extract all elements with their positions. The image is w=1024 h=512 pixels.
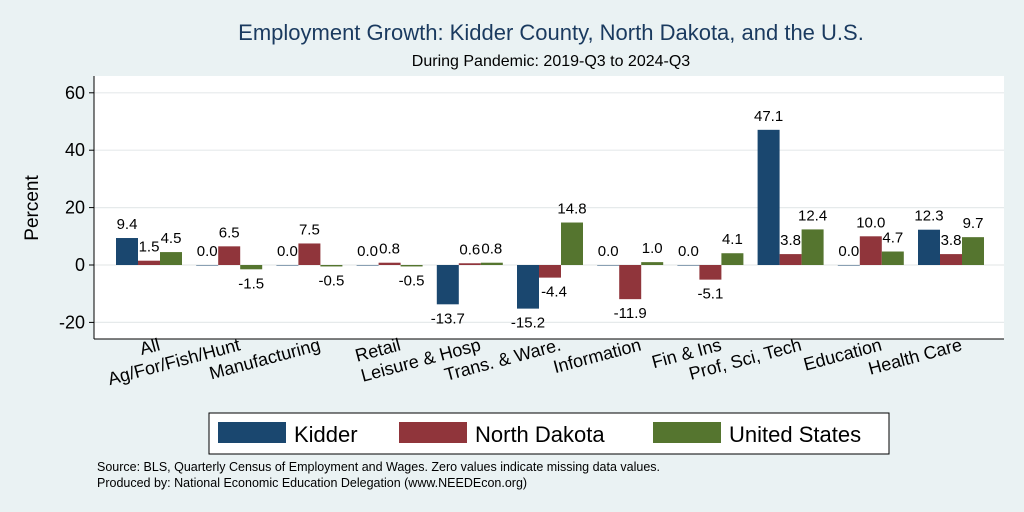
data-label: 0.6 [459,241,480,258]
y-tick-label: 0 [75,255,85,275]
bar [436,265,459,305]
data-label: 0.8 [379,241,400,258]
bar [196,265,219,266]
data-label: 0.0 [197,243,218,260]
y-tick-label: 20 [65,198,85,218]
data-label: -15.2 [511,315,545,332]
data-label: -5.1 [697,286,723,303]
data-label: 1.0 [642,240,663,257]
bar [801,229,824,265]
chart-subtitle: During Pandemic: 2019-Q3 to 2024-Q3 [412,53,690,70]
bar [480,262,503,265]
data-label: 14.8 [557,201,586,218]
data-label: 0.8 [481,241,502,258]
bar [699,265,722,280]
bar [240,265,263,270]
data-label: 12.3 [914,208,943,225]
bar [881,251,904,265]
data-label: -13.7 [431,310,465,327]
bar [619,265,642,300]
data-label: 0.0 [678,243,699,260]
legend-swatch [218,422,286,443]
legend-swatch [653,422,721,443]
source-line-2: Produced by: National Economic Education… [97,476,527,490]
data-label: 0.0 [838,243,859,260]
bar [757,129,780,265]
bars [116,129,984,309]
legend-label: United States [729,422,861,447]
bar [561,222,583,265]
data-label: 4.7 [882,230,903,247]
data-label: -1.5 [238,275,264,292]
legend-box [208,412,890,455]
data-label: 1.5 [139,239,160,256]
data-label: 0.0 [357,243,378,260]
bar [138,260,160,265]
bar [962,237,984,265]
bar [160,252,182,265]
data-label: 6.5 [219,224,240,241]
bar [320,265,343,267]
data-label: 3.8 [780,232,801,249]
data-label: 0.0 [277,243,298,260]
bar [539,265,561,278]
bar [458,263,481,265]
bar [597,265,620,266]
bar [378,262,401,265]
bar [837,265,860,266]
bar [940,254,962,265]
data-label: 4.5 [161,230,182,247]
data-label: -0.5 [399,272,425,289]
bar [641,262,664,265]
bar [116,238,138,265]
legend-label: North Dakota [475,422,605,447]
legend-label: Kidder [294,422,358,447]
y-axis-label: Percent [22,175,43,241]
bar [298,243,321,265]
legend-swatch [399,422,467,443]
bar [218,246,241,265]
data-label: 47.1 [754,108,783,125]
data-label: 7.5 [299,221,320,238]
data-label: 12.4 [798,207,827,224]
bar [276,265,299,266]
y-tick-label: -20 [59,312,85,332]
data-label: 3.8 [941,232,962,249]
bar [859,236,882,265]
y-tick-label: 60 [65,83,85,103]
bar [721,253,744,265]
y-axis: -20 0 20 40 60 [59,76,1004,340]
legend: Kidder North Dakota United States [208,412,890,455]
bar [356,265,379,266]
data-label: 4.1 [722,231,743,248]
bar [779,254,802,265]
data-label: 9.4 [117,216,138,233]
source-line-1: Source: BLS, Quarterly Census of Employm… [97,460,660,474]
data-label: -11.9 [614,305,647,322]
data-label: -0.5 [318,272,344,289]
bar [400,265,423,267]
bar [517,265,539,309]
data-label: 9.7 [963,215,984,232]
data-label: 10.0 [856,214,885,231]
data-label: -4.4 [541,284,567,301]
chart-title: Employment Growth: Kidder County, North … [238,20,864,45]
bar [677,265,700,266]
bar [918,229,940,265]
data-labels: 9.41.54.50.06.5-1.50.07.5-0.50.0 0.8-0.5-… [117,108,984,332]
y-tick-label: 40 [65,140,85,160]
data-label: 0.0 [598,243,619,260]
